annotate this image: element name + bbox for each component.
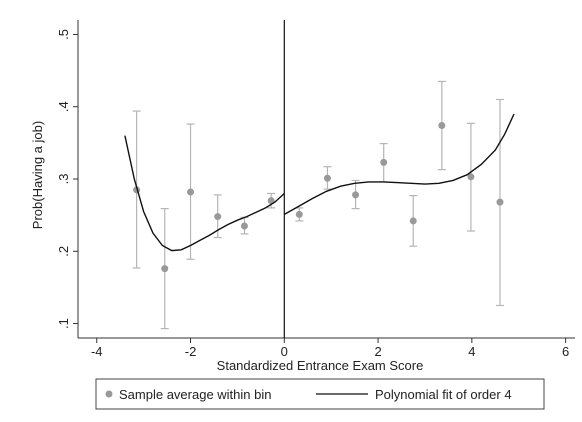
- data-point: [409, 217, 417, 225]
- data-point: [352, 191, 360, 199]
- y-tick-label: .3: [56, 174, 71, 185]
- data-point: [496, 198, 504, 206]
- fit-line-right: [283, 113, 515, 216]
- data-point: [214, 213, 222, 221]
- data-point: [187, 188, 195, 196]
- data-point: [295, 210, 303, 218]
- legend-marker-points: [105, 390, 113, 398]
- x-tick-label: 4: [468, 344, 475, 359]
- data-point: [380, 158, 388, 166]
- data-point: [323, 174, 331, 182]
- axes: .1 .2 .3 .4 .5 -4 -2 0 2 4 6: [56, 20, 575, 359]
- y-axis-title: Prob(Having a job): [30, 121, 45, 229]
- fit-line-left: [124, 135, 285, 252]
- x-tick-label: 2: [374, 344, 381, 359]
- legend-label-points: Sample average within bin: [119, 387, 271, 402]
- data-point: [240, 222, 248, 230]
- marks: [124, 20, 515, 338]
- legend-label-line: Polynomial fit of order 4: [375, 387, 512, 402]
- x-tick-label: -2: [185, 344, 197, 359]
- x-tick-label: -4: [91, 344, 103, 359]
- y-tick-label: .5: [56, 29, 71, 40]
- x-tick-label: 6: [562, 344, 569, 359]
- y-tick-label: .2: [56, 246, 71, 257]
- data-point: [438, 122, 446, 130]
- data-point: [467, 173, 475, 181]
- data-point: [267, 197, 275, 205]
- y-tick-label: .4: [56, 101, 71, 112]
- data-point: [161, 265, 169, 273]
- y-tick-label: .1: [56, 318, 71, 329]
- x-axis-title: Standardized Entrance Exam Score: [217, 358, 424, 373]
- x-tick-label: 0: [281, 344, 288, 359]
- legend: Sample average within bin Polynomial fit…: [95, 378, 545, 410]
